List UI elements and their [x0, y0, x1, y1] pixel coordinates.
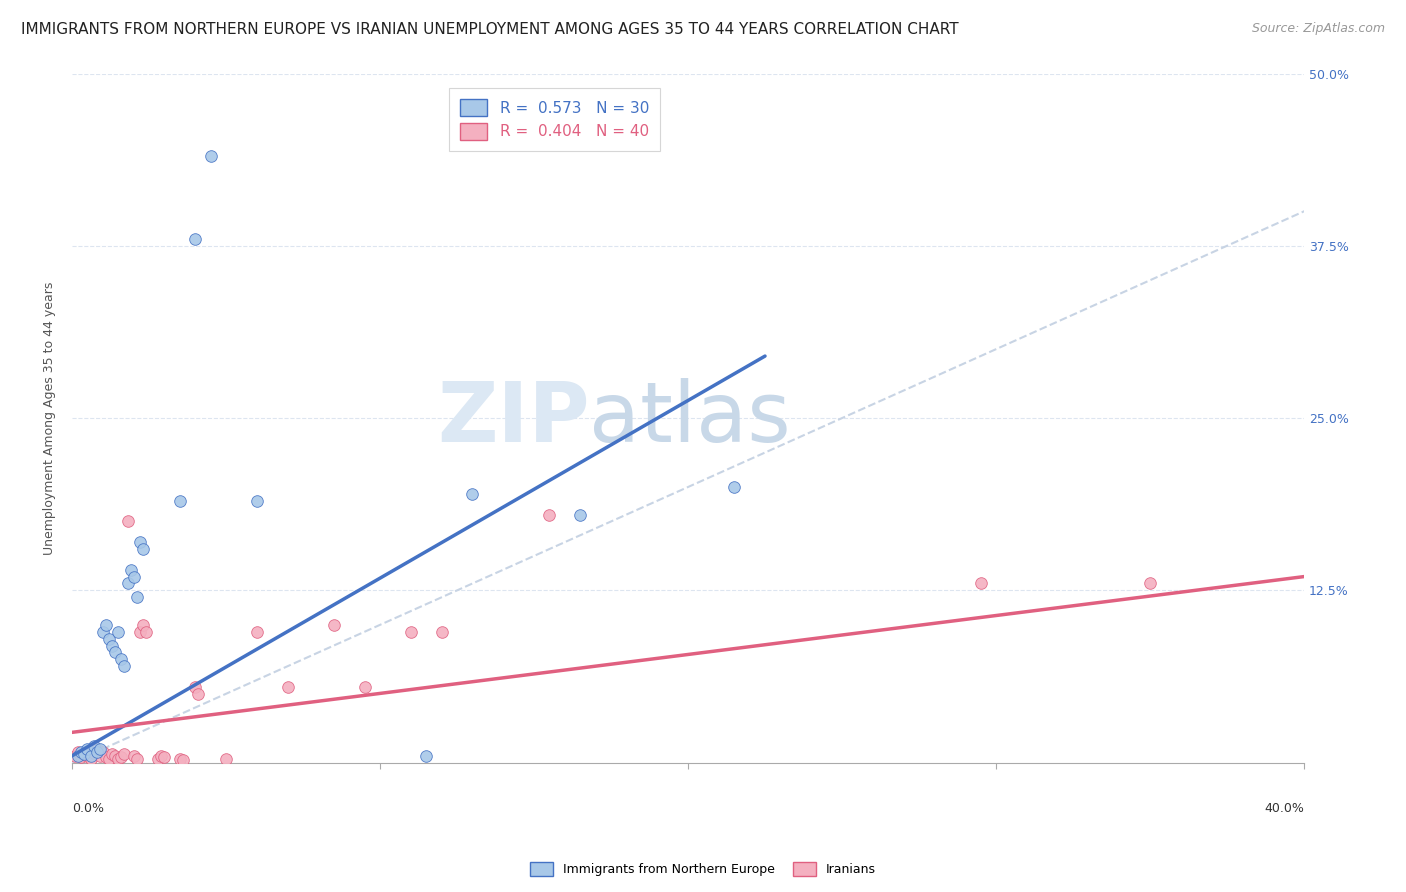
Point: [83, 746, 105, 760]
Point: [83, 739, 105, 753]
Point: [353, 680, 375, 694]
Point: [117, 576, 139, 591]
Legend: Immigrants from Northern Europe, Iranians: Immigrants from Northern Europe, Iranian…: [526, 857, 880, 881]
Point: [79, 748, 101, 763]
Point: [399, 624, 422, 639]
Point: [86, 745, 108, 759]
Point: [76, 748, 98, 763]
Point: [94, 750, 117, 764]
Y-axis label: Unemployment Among Ages 35 to 44 years: Unemployment Among Ages 35 to 44 years: [44, 281, 56, 555]
Point: [125, 751, 148, 765]
Point: [122, 748, 145, 763]
Point: [101, 639, 124, 653]
Point: [117, 515, 139, 529]
Point: [63, 748, 86, 763]
Point: [86, 742, 108, 756]
Point: [107, 751, 129, 765]
Text: 0.0%: 0.0%: [72, 802, 104, 814]
Point: [148, 751, 170, 765]
Point: [76, 742, 98, 756]
Point: [132, 542, 155, 557]
Point: [89, 742, 111, 756]
Point: [125, 591, 148, 605]
Point: [184, 680, 207, 694]
Point: [98, 751, 121, 765]
Point: [107, 624, 129, 639]
Text: ZIP: ZIP: [437, 377, 589, 458]
Point: [91, 745, 114, 759]
Point: [98, 632, 121, 646]
Text: IMMIGRANTS FROM NORTHERN EUROPE VS IRANIAN UNEMPLOYMENT AMONG AGES 35 TO 44 YEAR: IMMIGRANTS FROM NORTHERN EUROPE VS IRANI…: [21, 22, 959, 37]
Point: [246, 493, 269, 508]
Point: [132, 617, 155, 632]
Point: [94, 617, 117, 632]
Point: [184, 232, 207, 246]
Point: [169, 493, 191, 508]
Point: [70, 745, 93, 759]
Point: [128, 535, 150, 549]
Point: [128, 624, 150, 639]
Point: [110, 652, 132, 666]
Text: 40.0%: 40.0%: [1264, 802, 1303, 814]
Point: [215, 751, 238, 765]
Point: [114, 747, 136, 762]
Point: [200, 149, 222, 163]
Point: [67, 745, 90, 759]
Point: [120, 563, 142, 577]
Point: [150, 748, 173, 763]
Point: [538, 508, 561, 522]
Point: [187, 687, 209, 701]
Point: [91, 624, 114, 639]
Point: [277, 680, 299, 694]
Point: [73, 747, 96, 762]
Point: [969, 576, 991, 591]
Point: [104, 645, 127, 659]
Point: [430, 624, 453, 639]
Point: [89, 748, 111, 763]
Legend: R =  0.573   N = 30, R =  0.404   N = 40: R = 0.573 N = 30, R = 0.404 N = 40: [450, 88, 659, 151]
Point: [122, 569, 145, 583]
Point: [153, 750, 176, 764]
Text: Source: ZipAtlas.com: Source: ZipAtlas.com: [1251, 22, 1385, 36]
Point: [110, 750, 132, 764]
Point: [172, 753, 194, 767]
Point: [723, 480, 745, 494]
Point: [569, 508, 592, 522]
Point: [101, 747, 124, 762]
Point: [135, 624, 157, 639]
Point: [246, 624, 269, 639]
Point: [104, 748, 127, 763]
Point: [322, 617, 344, 632]
Text: atlas: atlas: [589, 377, 792, 458]
Point: [70, 750, 93, 764]
Point: [79, 751, 101, 765]
Point: [67, 748, 90, 763]
Point: [73, 747, 96, 762]
Point: [114, 659, 136, 673]
Point: [461, 487, 484, 501]
Point: [1139, 576, 1161, 591]
Point: [169, 751, 191, 765]
Point: [415, 748, 437, 763]
